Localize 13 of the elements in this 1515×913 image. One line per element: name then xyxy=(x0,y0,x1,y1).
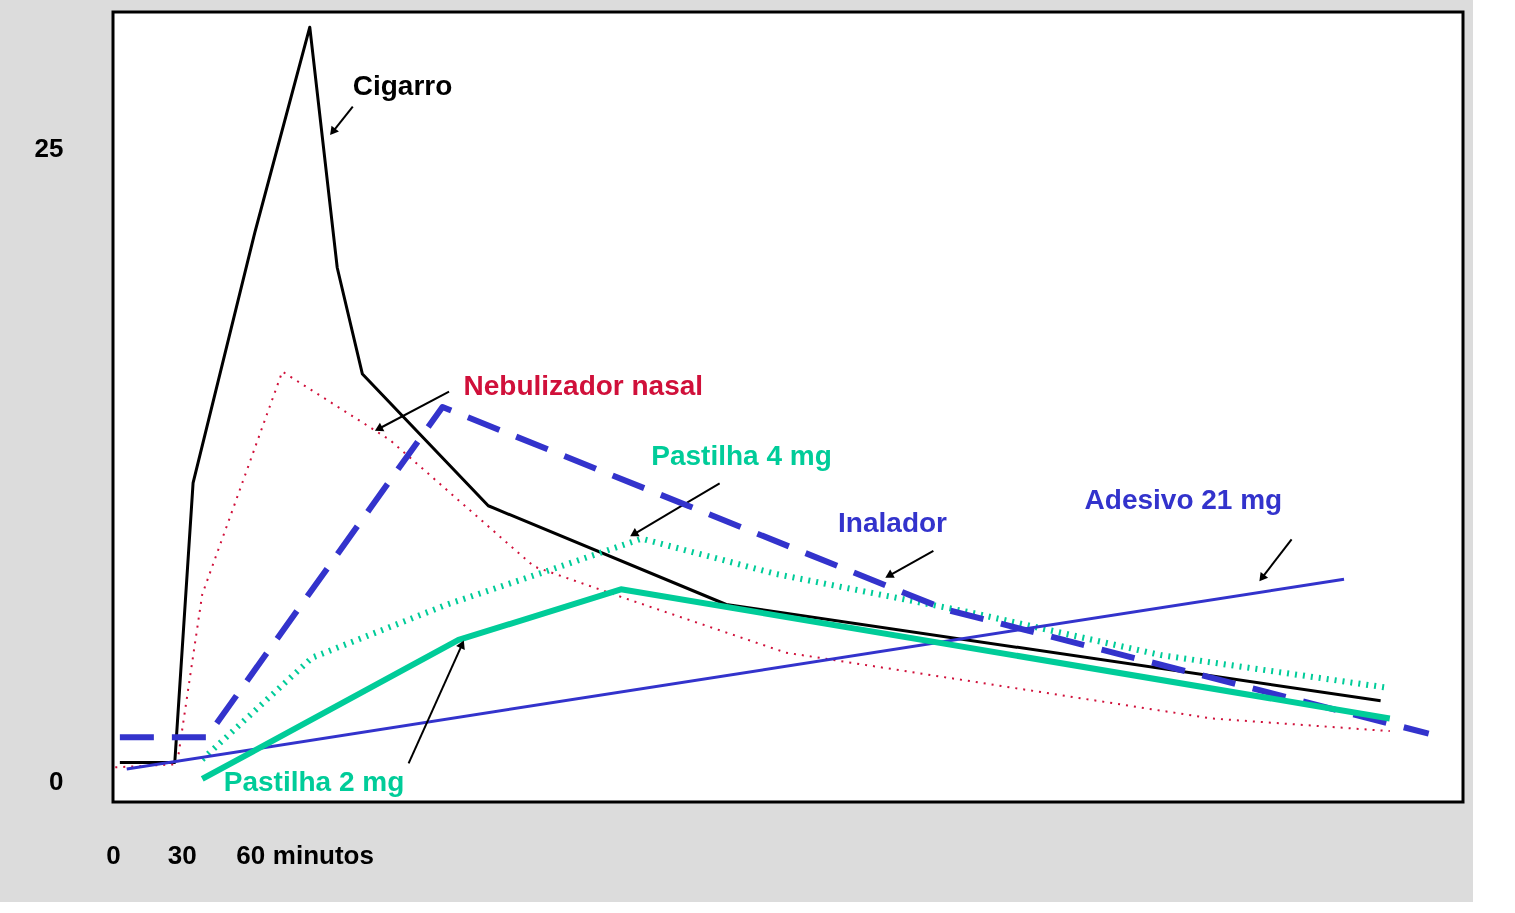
text: Adesivo 21 mg xyxy=(1084,483,1283,515)
y-tick-label: 25 xyxy=(34,133,64,164)
x-tick-label: 60 xyxy=(236,839,266,870)
x-axis-title: minutos xyxy=(272,839,374,870)
series-label: Cigarro xyxy=(352,70,453,102)
series-label: Pastilha 2 mg xyxy=(223,765,405,797)
x-tick-label: 30 xyxy=(167,839,197,870)
line-series xyxy=(118,25,1383,764)
text: Pastilha 4 mg xyxy=(651,440,832,472)
x-tick-label: 0 xyxy=(106,839,121,870)
line-series xyxy=(114,370,1391,769)
text: Nebulizador nasal xyxy=(463,369,704,401)
series-label: Inalador xyxy=(838,506,948,538)
